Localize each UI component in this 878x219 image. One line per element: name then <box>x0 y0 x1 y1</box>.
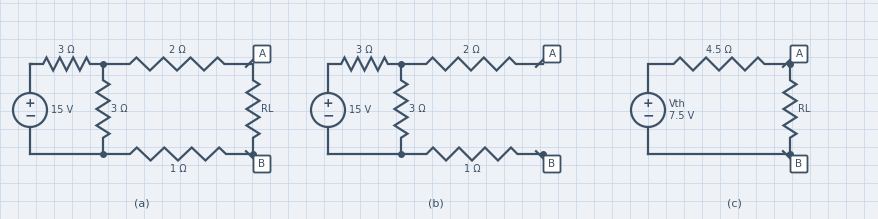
Text: B: B <box>258 159 265 169</box>
Text: 2 Ω: 2 Ω <box>462 45 479 55</box>
Text: RL: RL <box>797 104 810 114</box>
Text: 3 Ω: 3 Ω <box>356 45 372 55</box>
Text: B: B <box>795 159 802 169</box>
Text: 15 V: 15 V <box>349 105 371 115</box>
FancyBboxPatch shape <box>543 155 560 173</box>
Text: +: + <box>25 97 35 110</box>
FancyBboxPatch shape <box>543 46 560 62</box>
Text: (c): (c) <box>726 199 741 209</box>
Text: (a): (a) <box>133 199 149 209</box>
FancyBboxPatch shape <box>789 46 807 62</box>
Text: 4.5 Ω: 4.5 Ω <box>705 45 731 55</box>
Text: +: + <box>322 97 333 110</box>
Text: 15 V: 15 V <box>51 105 73 115</box>
Text: A: A <box>258 49 265 59</box>
Text: −: − <box>642 108 653 122</box>
Text: −: − <box>322 108 334 122</box>
Text: 1 Ω: 1 Ω <box>464 164 479 174</box>
Text: 3 Ω: 3 Ω <box>58 45 75 55</box>
Text: Vth: Vth <box>668 99 685 109</box>
Text: A: A <box>795 49 802 59</box>
FancyBboxPatch shape <box>789 155 807 173</box>
Text: A: A <box>548 49 555 59</box>
Text: B: B <box>548 159 555 169</box>
Text: 1 Ω: 1 Ω <box>169 164 186 174</box>
Text: +: + <box>642 97 652 110</box>
Text: (b): (b) <box>427 199 443 209</box>
Text: 7.5 V: 7.5 V <box>668 111 694 121</box>
Text: 2 Ω: 2 Ω <box>169 45 185 55</box>
Text: 3 Ω: 3 Ω <box>408 104 425 114</box>
Text: −: − <box>25 108 36 122</box>
FancyBboxPatch shape <box>253 46 270 62</box>
FancyBboxPatch shape <box>253 155 270 173</box>
Text: RL: RL <box>261 104 273 114</box>
Text: 3 Ω: 3 Ω <box>111 104 127 114</box>
